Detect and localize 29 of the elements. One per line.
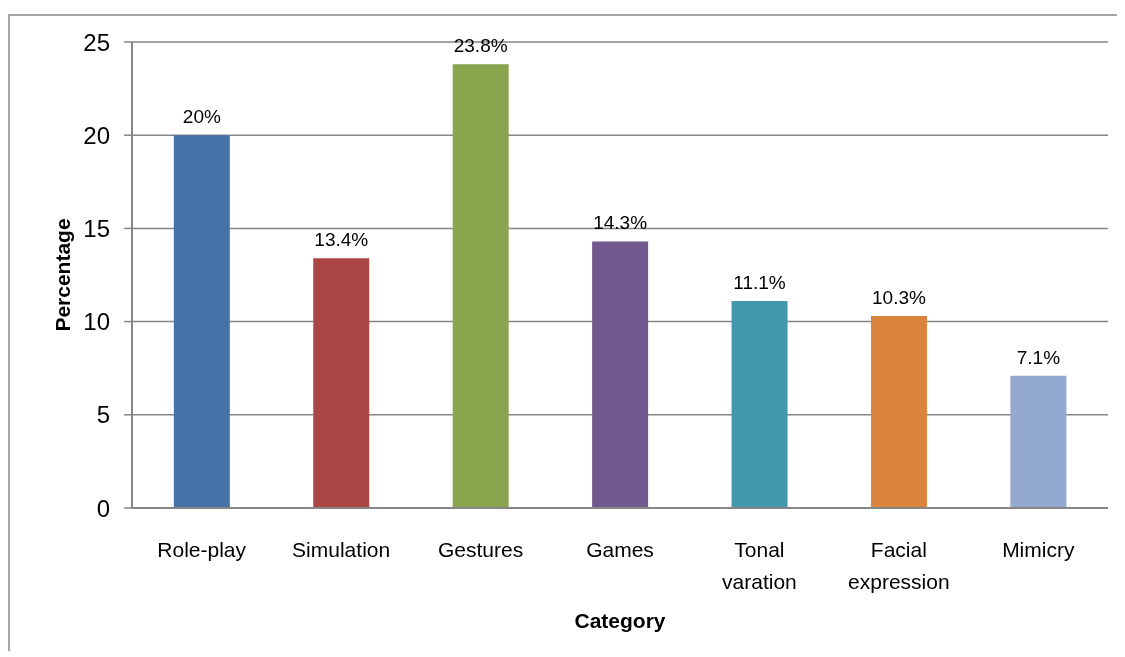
x-tick-label: Mimicry <box>1002 537 1075 561</box>
x-tick-label: Games <box>586 537 654 561</box>
x-axis-title: Category <box>574 608 666 632</box>
bar <box>452 64 509 508</box>
data-label: 11.1% <box>733 272 786 294</box>
y-axis-title: Percentage <box>50 218 74 332</box>
x-tick-label: Role-play <box>157 537 247 561</box>
data-label: 20% <box>182 106 221 128</box>
y-tick-label: 20 <box>83 121 110 149</box>
bar <box>173 135 230 508</box>
x-tick-label: Tonal varation <box>722 537 797 593</box>
y-tick-label: 25 <box>83 28 110 56</box>
data-label: 14.3% <box>593 212 648 234</box>
bar <box>592 241 649 508</box>
x-tick-label: Facial expression <box>848 537 950 593</box>
bar <box>731 301 788 508</box>
data-label: 23.8% <box>453 35 508 57</box>
y-tick-label: 0 <box>96 494 110 522</box>
y-tick-label: 5 <box>96 401 110 429</box>
bar <box>313 258 370 508</box>
bar <box>1010 375 1067 508</box>
data-label: 7.1% <box>1016 346 1061 368</box>
y-tick-label: 10 <box>83 308 110 336</box>
data-label: 10.3% <box>872 287 927 309</box>
x-tick-label: Simulation <box>292 537 391 561</box>
x-tick-label: Gestures <box>437 537 524 561</box>
data-label: 13.4% <box>314 229 369 251</box>
y-tick-label: 15 <box>83 214 110 242</box>
bar <box>870 316 927 508</box>
